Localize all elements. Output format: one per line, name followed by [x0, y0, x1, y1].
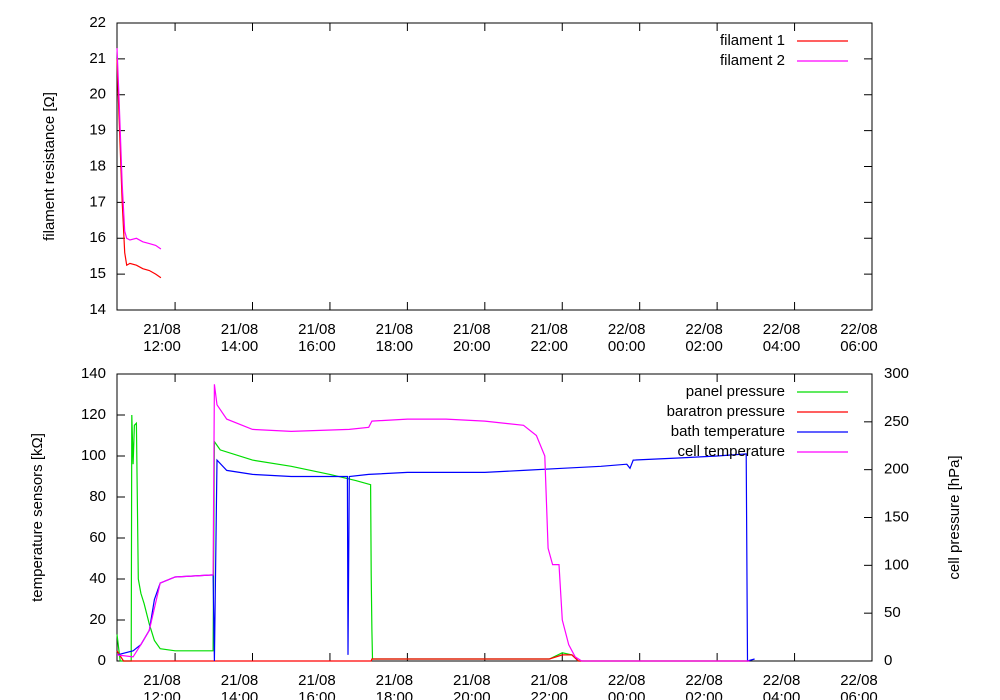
y-axis-label: filament resistance [Ω] [41, 92, 58, 241]
legend-label: panel pressure [686, 383, 785, 400]
y2-tick-label: 250 [884, 413, 909, 430]
plot-frame [116, 22, 873, 311]
x-tick-date: 21/08 [453, 672, 491, 689]
x-tick-date: 21/08 [298, 321, 336, 338]
y-tick-label: 140 [81, 365, 106, 382]
x-tick-time: 04:00 [763, 338, 801, 355]
x-tick-time: 20:00 [453, 338, 491, 355]
x-tick-time: 00:00 [608, 689, 646, 700]
y-axis-label: temperature sensors [kΩ] [29, 433, 46, 602]
x-tick-time: 12:00 [143, 689, 181, 700]
x-tick-date: 22/08 [763, 321, 801, 338]
legend-label: cell temperature [677, 443, 785, 460]
x-tick-date: 22/08 [685, 672, 723, 689]
x-tick-time: 06:00 [840, 689, 878, 700]
x-tick-date: 21/08 [453, 321, 491, 338]
x-tick-time: 00:00 [608, 338, 646, 355]
x-tick-time: 22:00 [530, 689, 568, 700]
x-tick-date: 21/08 [298, 672, 336, 689]
x-tick-time: 02:00 [685, 338, 723, 355]
y2-tick-label: 50 [884, 604, 901, 621]
x-tick-time: 14:00 [221, 689, 259, 700]
x-tick-time: 14:00 [221, 338, 259, 355]
x-tick-time: 02:00 [685, 689, 723, 700]
x-tick-date: 22/08 [840, 321, 878, 338]
x-tick-date: 21/08 [376, 672, 414, 689]
legend-label: baratron pressure [667, 403, 785, 420]
y-tick-label: 15 [89, 265, 106, 282]
y-tick-label: 60 [89, 529, 106, 546]
y-tick-label: 80 [89, 488, 106, 505]
y-tick-label: 120 [81, 406, 106, 423]
x-tick-date: 21/08 [376, 321, 414, 338]
y2-tick-label: 300 [884, 365, 909, 382]
y2-tick-label: 0 [884, 652, 892, 669]
legend-label: bath temperature [671, 423, 785, 440]
x-tick-time: 16:00 [298, 338, 336, 355]
series-line [116, 58, 162, 279]
y-tick-label: 19 [89, 122, 106, 139]
y-tick-label: 14 [89, 301, 106, 318]
series-line [116, 650, 750, 662]
x-tick-time: 22:00 [530, 338, 568, 355]
legend-label: filament 1 [720, 32, 785, 49]
x-tick-time: 20:00 [453, 689, 491, 700]
x-tick-time: 06:00 [840, 338, 878, 355]
x-tick-time: 18:00 [376, 338, 414, 355]
x-tick-date: 22/08 [763, 672, 801, 689]
y-tick-label: 16 [89, 229, 106, 246]
x-tick-date: 21/08 [221, 672, 259, 689]
x-tick-date: 22/08 [685, 321, 723, 338]
y-tick-label: 22 [89, 14, 106, 31]
y2-tick-label: 200 [884, 461, 909, 478]
series-line [116, 48, 162, 250]
x-tick-date: 21/08 [221, 321, 259, 338]
x-tick-date: 21/08 [143, 672, 181, 689]
y-tick-label: 18 [89, 157, 106, 174]
y-tick-label: 20 [89, 86, 106, 103]
y2-tick-label: 100 [884, 556, 909, 573]
y-tick-label: 21 [89, 50, 106, 67]
x-tick-time: 16:00 [298, 689, 336, 700]
series-line [116, 384, 750, 662]
y-tick-label: 20 [89, 611, 106, 628]
x-tick-date: 21/08 [143, 321, 181, 338]
y-tick-label: 17 [89, 193, 106, 210]
legend-label: filament 2 [720, 52, 785, 69]
x-tick-date: 21/08 [530, 321, 568, 338]
x-tick-time: 12:00 [143, 338, 181, 355]
x-tick-date: 22/08 [840, 672, 878, 689]
x-tick-date: 21/08 [530, 672, 568, 689]
x-tick-date: 22/08 [608, 672, 646, 689]
y-tick-label: 40 [89, 570, 106, 587]
x-tick-time: 04:00 [763, 689, 801, 700]
y-tick-label: 100 [81, 447, 106, 464]
y-tick-label: 0 [98, 652, 106, 669]
plot-frame [116, 373, 873, 662]
y2-tick-label: 150 [884, 508, 909, 525]
y2-axis-label: cell pressure [hPa] [946, 455, 963, 579]
x-tick-time: 18:00 [376, 689, 414, 700]
x-tick-date: 22/08 [608, 321, 646, 338]
